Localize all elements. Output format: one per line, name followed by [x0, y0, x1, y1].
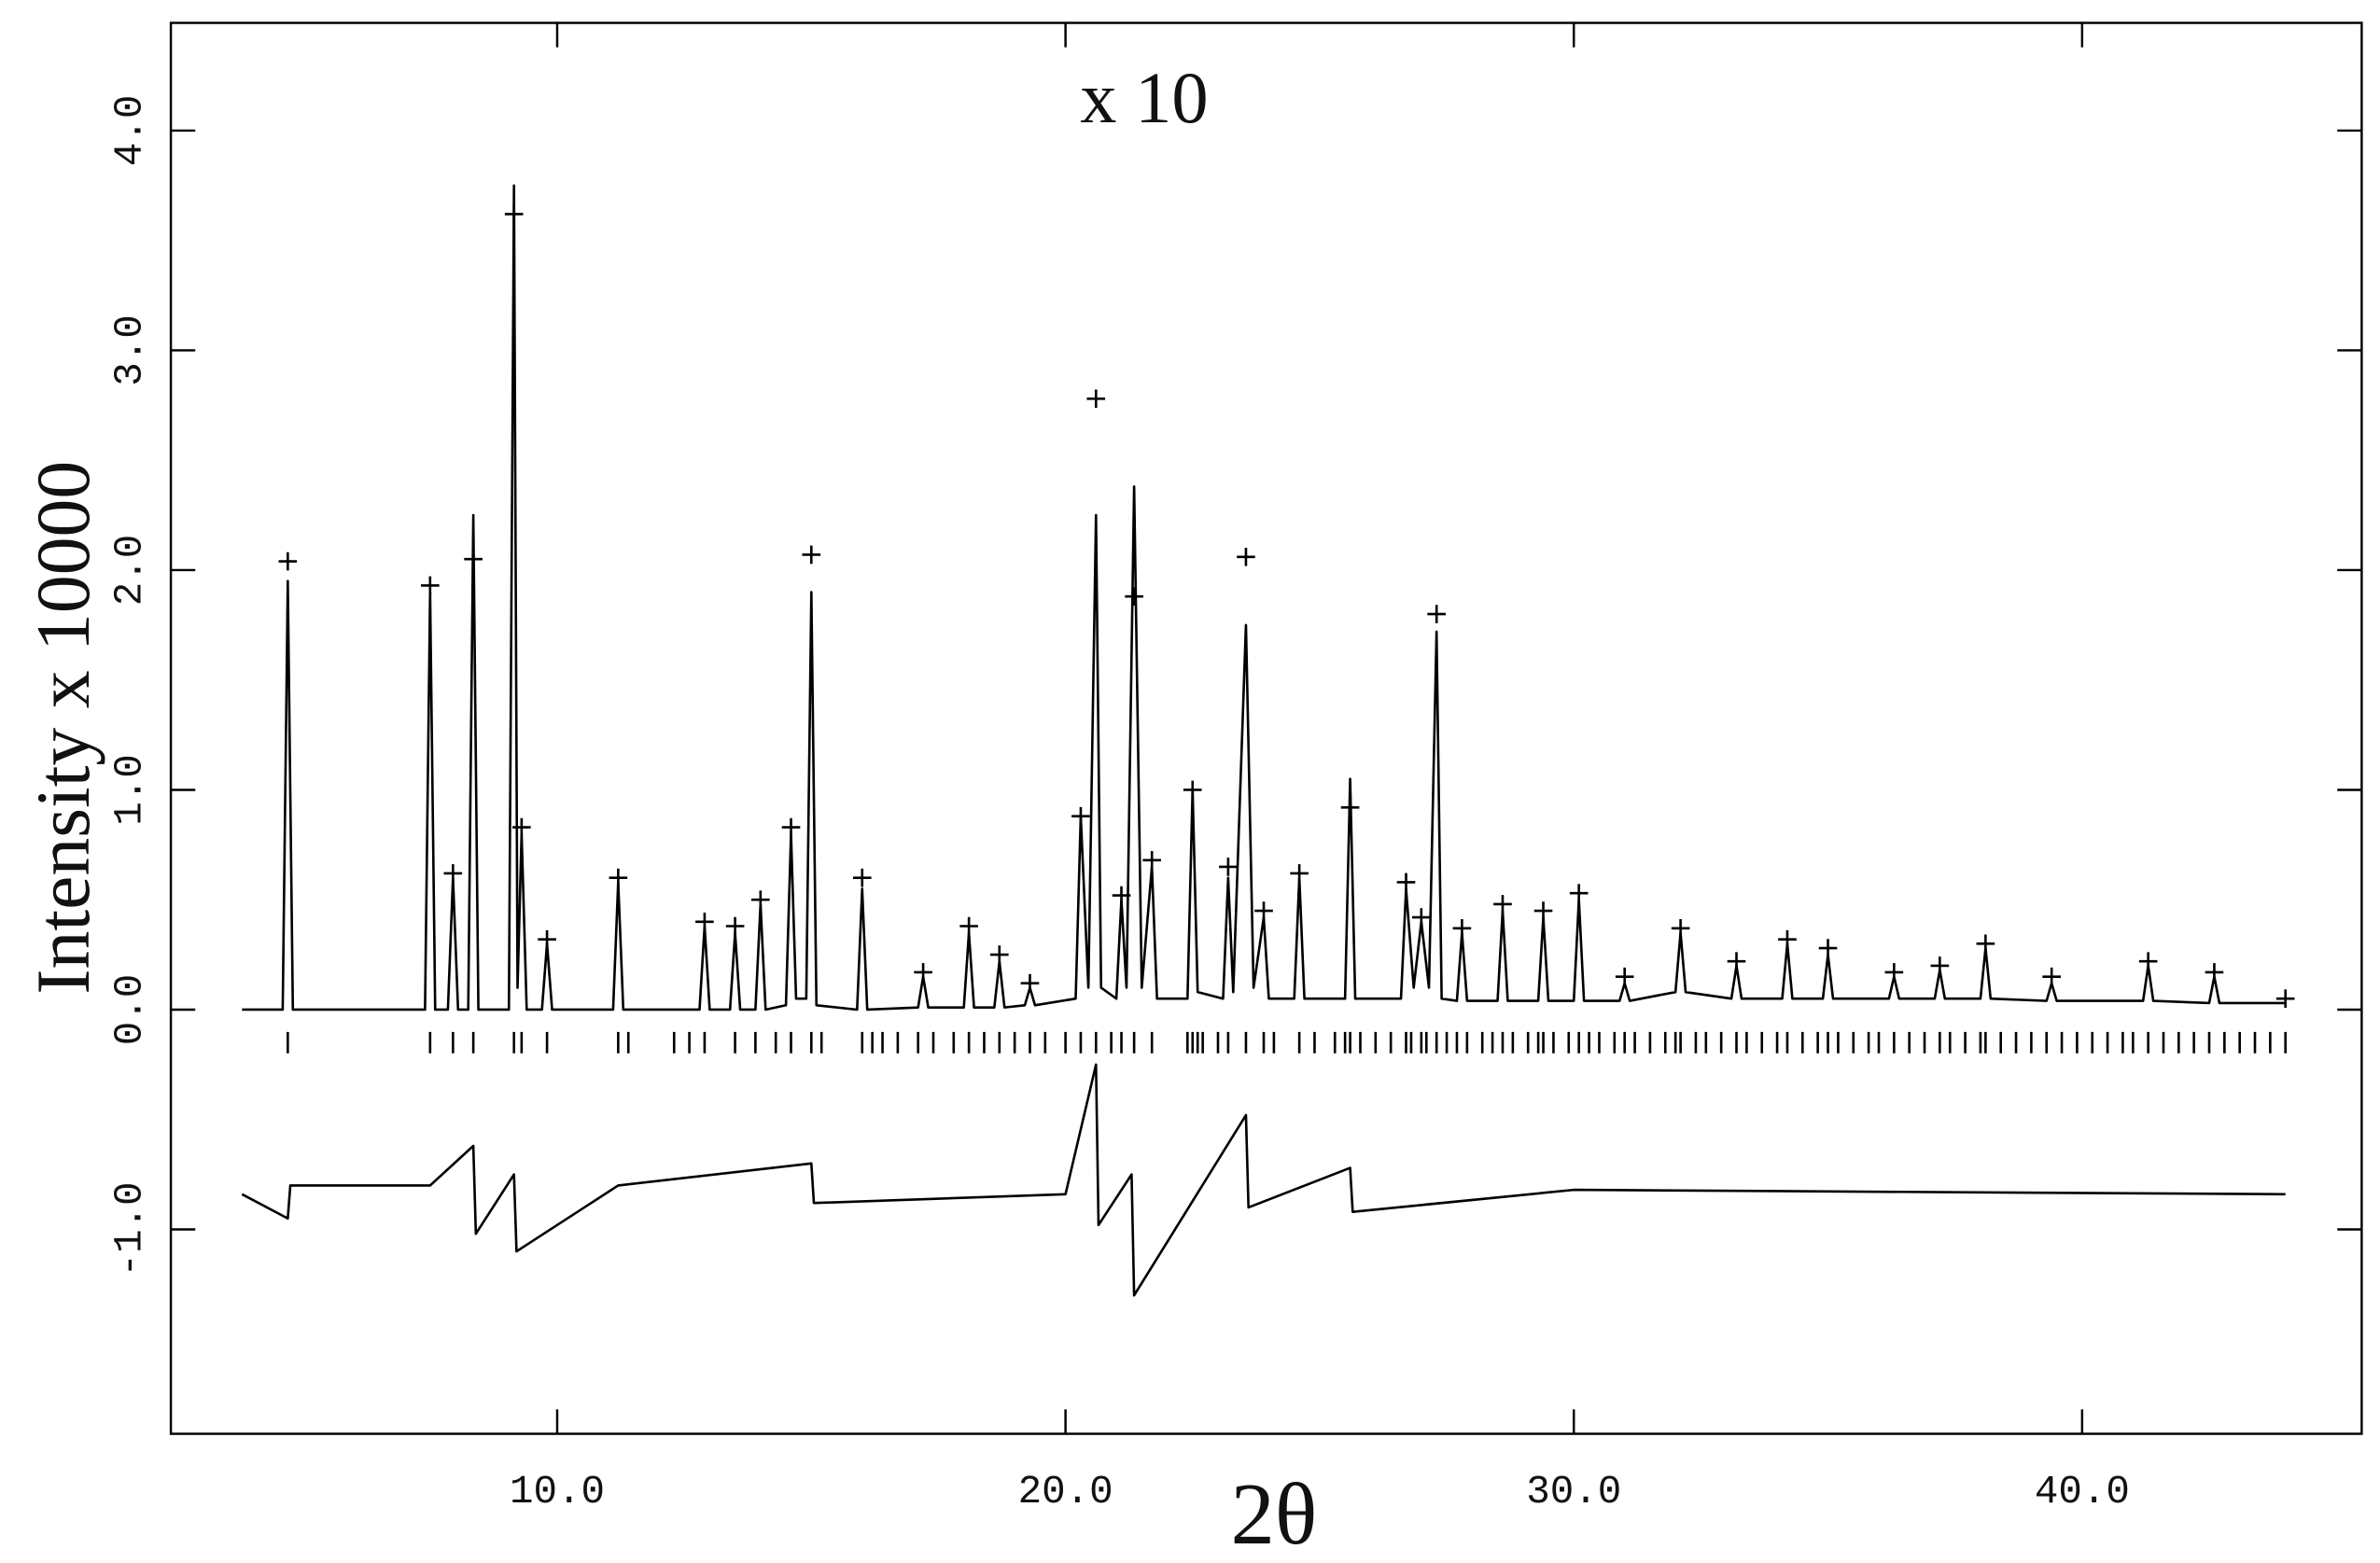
observed-point	[421, 576, 440, 595]
observed-point	[695, 912, 714, 931]
observed-point	[1778, 929, 1797, 949]
observed-point	[1086, 389, 1106, 409]
observed-point	[2138, 952, 2158, 970]
observed-point	[852, 868, 872, 887]
y-tick-label: 1.0	[107, 754, 152, 826]
x-tick-label: 40.0	[2035, 1470, 2130, 1514]
observed-point	[1976, 934, 1995, 954]
observed-point	[989, 945, 1009, 964]
observed-point	[2275, 989, 2295, 1009]
observed-point	[1615, 967, 1634, 986]
observed-point	[512, 817, 531, 837]
plot-area: 10.0 20.0 30.0 40.0 -1.0 0.0 1.0 2.0 3.0 4.0	[107, 22, 2362, 1514]
observed-point	[1533, 901, 1553, 920]
observed-point	[443, 864, 463, 883]
observed-point	[1569, 884, 1589, 902]
x-axis-label: 2θ	[1230, 1465, 1317, 1563]
observed-point	[914, 963, 932, 982]
observed-point	[1727, 952, 1746, 970]
observed-point	[1219, 858, 1238, 876]
observed-point	[725, 916, 745, 936]
observed-point	[1071, 806, 1090, 826]
y-axis-label: Intensity x 10000	[21, 461, 105, 995]
y-tick-label: 2.0	[107, 535, 152, 607]
observed-point	[781, 817, 801, 837]
observed-point	[1884, 963, 1904, 982]
observed-point	[538, 929, 556, 949]
observed-point	[2042, 967, 2061, 986]
y-tick-label: 3.0	[107, 314, 152, 386]
y-tick-label: -1.0	[107, 1181, 152, 1277]
observed-point	[1020, 973, 1040, 993]
observed-point	[1125, 587, 1143, 607]
observed-point	[609, 868, 628, 887]
y-tick-label: 4.0	[107, 95, 152, 167]
observed-point	[1112, 886, 1131, 905]
profile-line	[241, 1063, 2286, 1297]
observed-point	[1142, 851, 1161, 870]
observed-point	[1427, 605, 1446, 623]
scale-annotation: x 10	[1080, 57, 1208, 138]
observed-point	[959, 916, 978, 936]
observed-point	[278, 551, 298, 571]
observed-point	[1452, 919, 1472, 938]
observed-point	[504, 204, 524, 224]
observed-point	[802, 545, 821, 565]
observed-point	[1290, 864, 1309, 883]
y-tick-label: 0.0	[107, 974, 152, 1046]
observed-point	[1254, 901, 1273, 920]
plot-frame	[169, 21, 2363, 1435]
observed-point	[1340, 798, 1360, 817]
observed-point	[2205, 963, 2224, 982]
observed-point	[751, 890, 770, 910]
x-tick-label: 10.0	[510, 1470, 605, 1514]
observed-point	[1930, 956, 1950, 975]
x-tick-label: 20.0	[1018, 1470, 1113, 1514]
observed-point	[1671, 919, 1690, 938]
observed-point	[1237, 548, 1255, 566]
observed-point	[1396, 872, 1416, 892]
observed-point	[1412, 908, 1431, 927]
profile-line	[242, 184, 2286, 1012]
observed-point	[1183, 780, 1202, 800]
observed-point	[1818, 939, 1838, 957]
observed-point	[464, 550, 483, 568]
x-tick-label: 30.0	[1526, 1470, 1621, 1514]
observed-point	[1493, 895, 1512, 914]
